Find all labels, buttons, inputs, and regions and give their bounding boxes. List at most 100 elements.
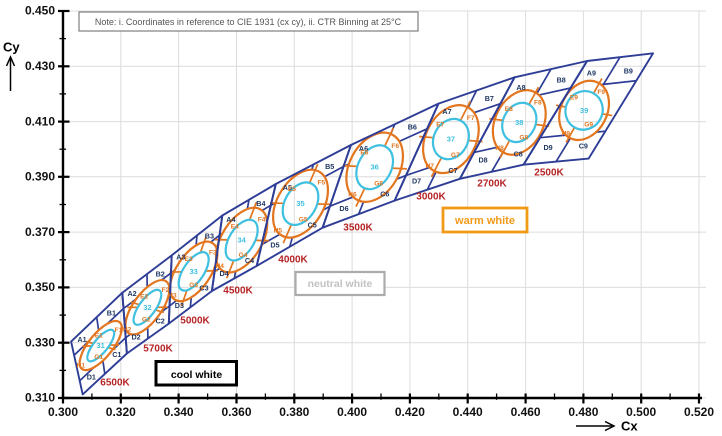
svg-text:F4: F4 xyxy=(258,217,266,224)
svg-text:0.420: 0.420 xyxy=(395,405,425,419)
svg-text:39: 39 xyxy=(580,106,588,115)
svg-text:C7: C7 xyxy=(448,166,457,175)
svg-text:5000K: 5000K xyxy=(180,316,210,327)
svg-text:B1: B1 xyxy=(107,308,116,317)
svg-text:D7: D7 xyxy=(412,176,421,185)
svg-text:A6: A6 xyxy=(359,144,368,153)
svg-text:A9: A9 xyxy=(587,69,596,78)
svg-text:C9: C9 xyxy=(579,142,588,151)
svg-text:3000K: 3000K xyxy=(416,192,446,203)
svg-text:0.380: 0.380 xyxy=(279,405,309,419)
svg-text:H4: H4 xyxy=(215,263,224,270)
svg-text:F7: F7 xyxy=(467,115,475,122)
svg-text:A8: A8 xyxy=(516,83,525,92)
svg-text:Cx: Cx xyxy=(621,419,638,434)
svg-text:31: 31 xyxy=(97,341,105,350)
svg-text:E6: E6 xyxy=(360,149,368,156)
svg-text:G6: G6 xyxy=(374,181,383,188)
svg-text:B3: B3 xyxy=(205,231,214,240)
svg-text:E8: E8 xyxy=(505,106,513,113)
svg-text:E9: E9 xyxy=(570,95,578,102)
svg-text:B6: B6 xyxy=(408,123,417,132)
svg-text:E5: E5 xyxy=(288,186,296,193)
svg-text:0.320: 0.320 xyxy=(106,405,136,419)
svg-text:F6: F6 xyxy=(391,143,399,150)
svg-text:neutral white: neutral white xyxy=(308,278,373,290)
svg-text:0.520: 0.520 xyxy=(684,405,714,419)
svg-text:3500K: 3500K xyxy=(343,223,373,234)
svg-text:E3: E3 xyxy=(185,256,193,263)
svg-text:C8: C8 xyxy=(514,150,523,159)
svg-text:B5: B5 xyxy=(325,162,334,171)
svg-text:G7: G7 xyxy=(451,152,460,159)
svg-text:0.400: 0.400 xyxy=(337,405,367,419)
svg-text:0.460: 0.460 xyxy=(511,405,541,419)
svg-text:B7: B7 xyxy=(485,94,494,103)
svg-text:0.390: 0.390 xyxy=(25,170,55,184)
svg-text:2700K: 2700K xyxy=(477,179,507,190)
svg-text:G9: G9 xyxy=(584,121,593,128)
svg-text:C1: C1 xyxy=(112,350,121,359)
svg-text:B2: B2 xyxy=(156,269,165,278)
svg-text:A2: A2 xyxy=(127,289,136,298)
svg-text:H2: H2 xyxy=(123,327,132,334)
svg-text:F2: F2 xyxy=(162,287,170,294)
svg-text:D2: D2 xyxy=(131,333,140,342)
svg-text:G3: G3 xyxy=(189,282,198,289)
svg-text:H1: H1 xyxy=(77,363,86,370)
svg-text:C3: C3 xyxy=(199,284,208,293)
svg-text:H6: H6 xyxy=(348,192,357,199)
svg-text:Note: i. Coordinates in refere: Note: i. Coordinates in reference to CIE… xyxy=(95,17,402,27)
svg-text:C5: C5 xyxy=(308,221,317,230)
svg-text:A3: A3 xyxy=(176,252,185,261)
svg-text:G5: G5 xyxy=(299,217,308,224)
svg-text:cool white: cool white xyxy=(171,369,222,381)
svg-text:0.360: 0.360 xyxy=(221,405,251,419)
svg-text:D1: D1 xyxy=(87,372,96,381)
svg-text:0.410: 0.410 xyxy=(25,114,55,128)
svg-text:0.440: 0.440 xyxy=(453,405,483,419)
svg-text:E2: E2 xyxy=(140,293,148,300)
svg-text:4000K: 4000K xyxy=(278,255,308,266)
svg-text:F8: F8 xyxy=(534,99,542,106)
svg-text:0.500: 0.500 xyxy=(626,405,656,419)
svg-text:H8: H8 xyxy=(495,145,504,152)
svg-text:Cy: Cy xyxy=(3,40,20,55)
svg-text:C2: C2 xyxy=(156,317,165,326)
svg-text:F1: F1 xyxy=(114,327,122,334)
svg-text:F3: F3 xyxy=(209,250,217,257)
svg-text:E7: E7 xyxy=(436,122,444,129)
svg-text:G1: G1 xyxy=(94,354,103,361)
svg-text:F9: F9 xyxy=(597,89,605,96)
svg-text:0.340: 0.340 xyxy=(164,405,194,419)
svg-text:warm white: warm white xyxy=(454,215,515,227)
svg-text:B9: B9 xyxy=(624,66,633,75)
svg-text:D9: D9 xyxy=(543,143,552,152)
svg-text:D6: D6 xyxy=(339,204,348,213)
svg-text:33: 33 xyxy=(190,267,198,276)
svg-text:0.370: 0.370 xyxy=(25,225,55,239)
svg-text:32: 32 xyxy=(143,303,151,312)
svg-text:G2: G2 xyxy=(142,317,151,324)
svg-text:D5: D5 xyxy=(270,240,279,249)
svg-text:D3: D3 xyxy=(175,301,184,310)
svg-text:0.300: 0.300 xyxy=(48,405,78,419)
svg-text:0.430: 0.430 xyxy=(25,59,55,73)
svg-text:B8: B8 xyxy=(557,76,566,85)
svg-text:38: 38 xyxy=(515,118,523,127)
svg-text:0.480: 0.480 xyxy=(568,405,598,419)
svg-text:6500K: 6500K xyxy=(100,378,130,389)
svg-text:E1: E1 xyxy=(95,333,103,340)
svg-text:G8: G8 xyxy=(519,135,528,142)
svg-text:E4: E4 xyxy=(231,224,239,231)
svg-text:H5: H5 xyxy=(274,227,283,234)
svg-text:36: 36 xyxy=(371,163,379,172)
svg-text:C6: C6 xyxy=(380,190,389,199)
svg-text:H9: H9 xyxy=(562,131,571,138)
svg-text:A7: A7 xyxy=(442,107,451,116)
svg-text:0.350: 0.350 xyxy=(25,280,55,294)
svg-text:A4: A4 xyxy=(226,215,235,224)
svg-text:2500K: 2500K xyxy=(534,168,564,179)
svg-text:B4: B4 xyxy=(256,199,265,208)
svg-text:H7: H7 xyxy=(425,163,434,170)
